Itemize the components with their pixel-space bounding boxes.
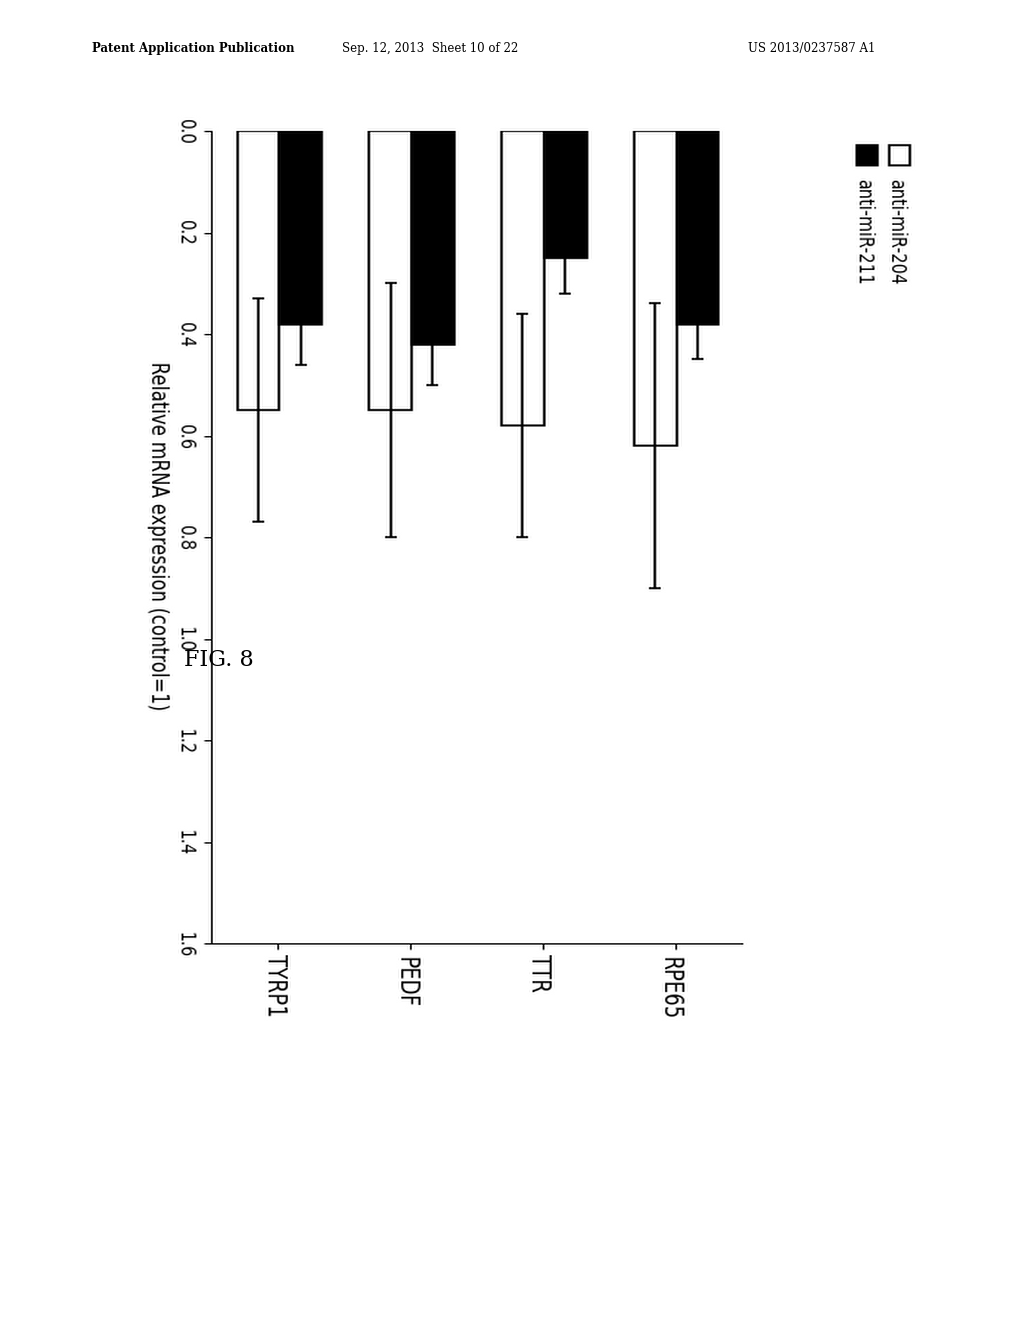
Text: US 2013/0237587 A1: US 2013/0237587 A1: [748, 42, 874, 55]
Text: Patent Application Publication: Patent Application Publication: [92, 42, 295, 55]
Text: FIG. 8: FIG. 8: [184, 649, 254, 671]
Text: Sep. 12, 2013  Sheet 10 of 22: Sep. 12, 2013 Sheet 10 of 22: [342, 42, 518, 55]
